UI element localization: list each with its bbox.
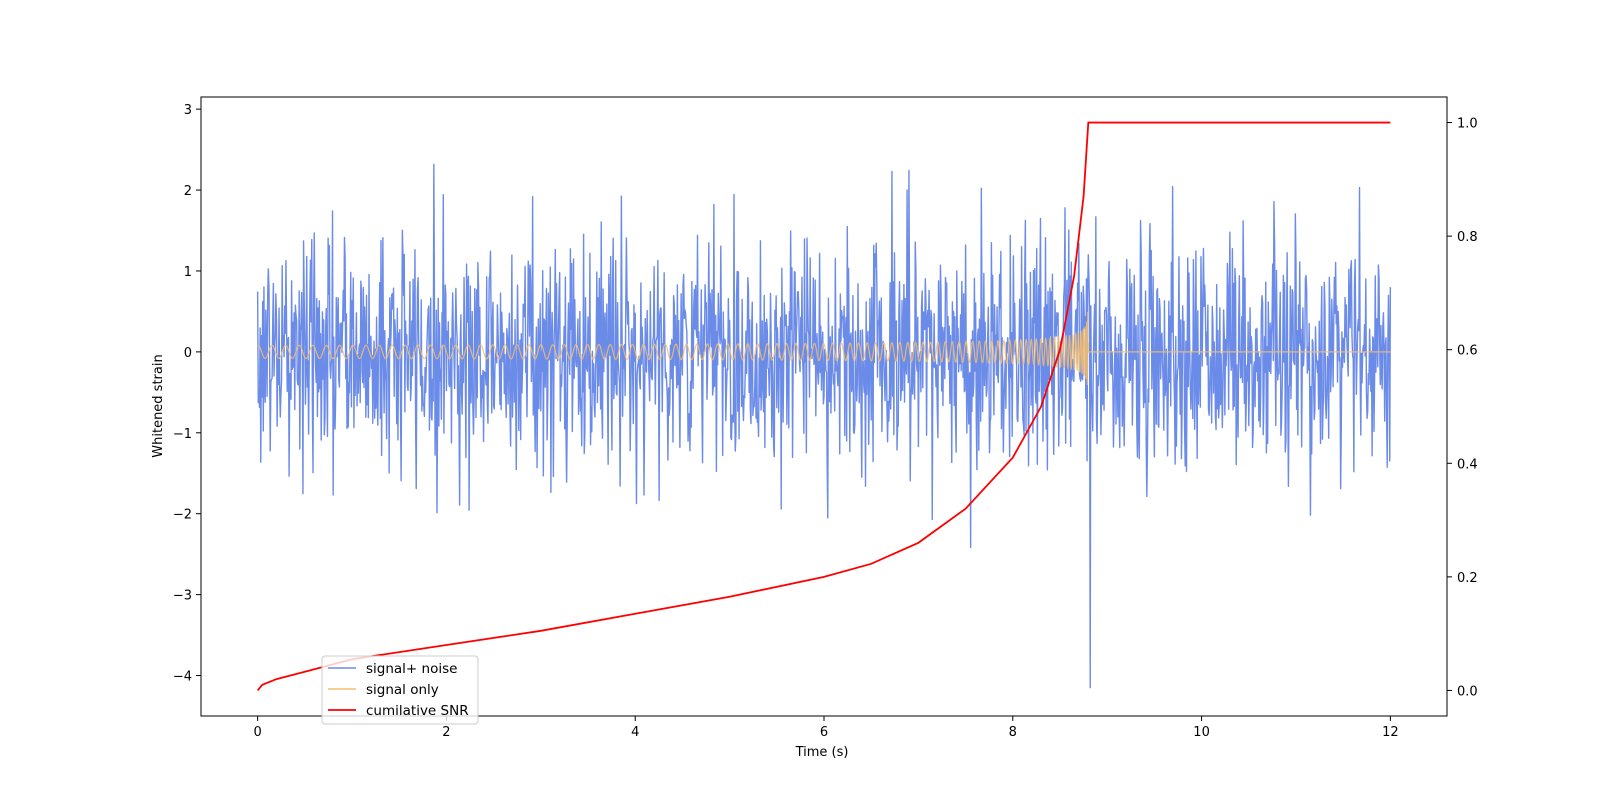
y-tick-label: −3 — [173, 589, 192, 604]
y2-tick-label: 0.2 — [1457, 571, 1478, 586]
x-axis: 0 2 4 6 8 10 12 — [253, 716, 1399, 740]
y2-tick-label: 0.8 — [1457, 230, 1478, 245]
y-tick-label: −1 — [173, 427, 192, 442]
series-signal-noise-line — [256, 163, 1392, 689]
y-tick-label: 0 — [184, 346, 192, 361]
x-axis-label: Time (s) — [795, 745, 849, 760]
y2-tick-label: 1.0 — [1457, 117, 1478, 132]
series-cumulative-snr-line — [256, 121, 1391, 692]
x-tick-label: 12 — [1382, 725, 1399, 740]
y-tick-label: 3 — [184, 103, 192, 118]
legend-label-signal-only: signal only — [366, 682, 439, 698]
legend-label-signal-noise: signal+ noise — [366, 661, 457, 677]
y-tick-label: 2 — [184, 184, 192, 199]
y2-tick-label: 0.6 — [1457, 344, 1478, 359]
legend-frame — [321, 655, 479, 725]
x-tick-label: 2 — [442, 725, 450, 740]
y-axis-right: 1.0 0.8 0.6 0.4 0.2 0.0 — [1447, 117, 1478, 699]
x-tick-label: 6 — [820, 725, 828, 740]
legend-label-cumulative-snr: cumilative SNR — [366, 703, 469, 719]
y2-tick-label: 0.0 — [1457, 684, 1478, 699]
x-tick-label: 10 — [1193, 725, 1210, 740]
series-signal-only-line — [257, 311, 1391, 386]
y-axis-left: 3 2 1 0 −1 −2 −3 −4 — [173, 103, 201, 685]
y-tick-label: −4 — [173, 670, 192, 685]
x-tick-label: 4 — [631, 725, 639, 740]
y-axis-label: Whitened strain — [151, 354, 166, 457]
y-tick-label: −2 — [173, 508, 192, 523]
x-tick-label: 0 — [253, 725, 261, 740]
y2-tick-label: 0.4 — [1457, 457, 1478, 472]
plot-content — [256, 121, 1392, 692]
legend: signal+ noise signal only cumilative SNR — [321, 655, 479, 725]
y-tick-label: 1 — [184, 265, 192, 280]
x-tick-label: 8 — [1009, 725, 1017, 740]
